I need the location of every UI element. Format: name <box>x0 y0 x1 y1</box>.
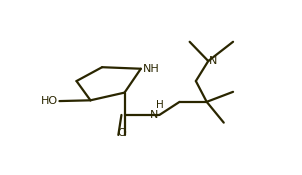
Text: H: H <box>156 100 163 110</box>
Text: HO: HO <box>41 96 58 106</box>
Text: NH: NH <box>142 64 159 74</box>
Text: N: N <box>150 110 159 120</box>
Text: O: O <box>117 128 126 138</box>
Text: N: N <box>209 56 217 66</box>
